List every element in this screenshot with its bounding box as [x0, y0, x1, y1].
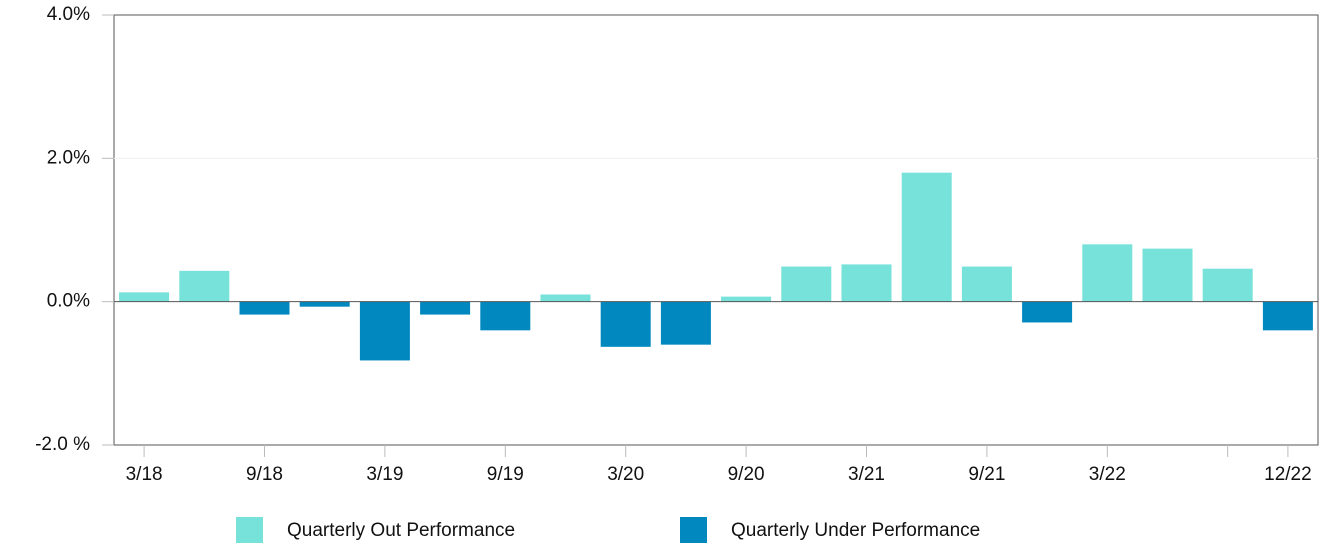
bar — [239, 301, 290, 315]
legend-label: Quarterly Under Performance — [731, 520, 980, 541]
x-tick-label: 12/22 — [1264, 464, 1312, 485]
bar — [660, 301, 711, 345]
x-tick-label: 9/18 — [246, 464, 283, 485]
x-tick-label: 9/19 — [487, 464, 524, 485]
y-tick-label: 0.0% — [47, 291, 90, 312]
bar — [721, 296, 772, 302]
bar — [540, 294, 591, 302]
bar — [299, 301, 350, 307]
legend-swatch — [236, 517, 263, 543]
x-tick-label: 9/20 — [728, 464, 765, 485]
x-tick-label: 3/21 — [848, 464, 885, 485]
bar — [420, 301, 471, 315]
x-tick-label: 3/19 — [366, 464, 403, 485]
bar — [1022, 301, 1073, 323]
bar — [1262, 301, 1313, 331]
bar — [480, 301, 531, 331]
y-tick-label: 2.0% — [47, 147, 90, 168]
bar — [901, 172, 952, 302]
bar — [359, 301, 410, 361]
bar — [841, 264, 892, 302]
legend-label: Quarterly Out Performance — [287, 520, 515, 541]
bar — [119, 292, 170, 302]
bar — [600, 301, 651, 347]
plot-frame — [113, 14, 1319, 446]
x-tick-label: 3/22 — [1089, 464, 1126, 485]
x-tick-label: 3/20 — [607, 464, 644, 485]
y-tick-label: 4.0% — [47, 4, 90, 25]
x-tick-label: 3/18 — [126, 464, 163, 485]
bar — [961, 266, 1012, 302]
bar — [1202, 268, 1253, 302]
bar — [179, 270, 230, 302]
x-tick-label: 9/21 — [968, 464, 1005, 485]
bar — [781, 266, 832, 302]
bar — [1082, 244, 1133, 302]
y-tick-label: -2.0 % — [35, 434, 90, 455]
bar — [1142, 248, 1193, 302]
legend-swatch — [680, 517, 707, 543]
